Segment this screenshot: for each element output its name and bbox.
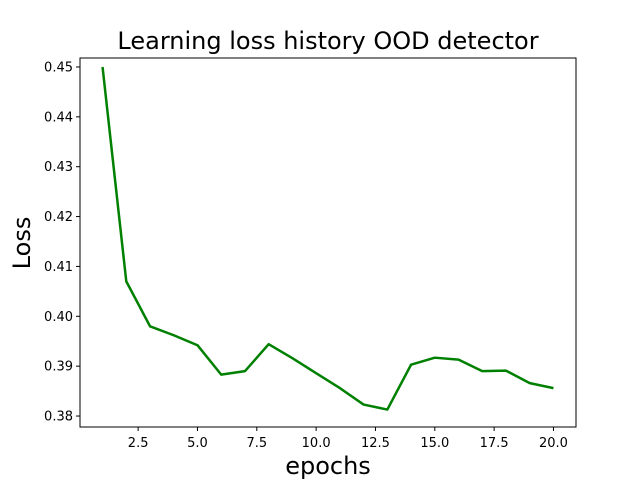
y-tick-label: 0.45 (44, 60, 73, 75)
y-axis-ticks: 0.38 0.39 0.40 0.41 0.42 0.43 0.44 0.45 (44, 60, 80, 425)
y-tick-label: 0.40 (44, 310, 73, 325)
x-tick-label: 2.5 (128, 436, 149, 451)
y-tick-label: 0.39 (44, 360, 73, 375)
y-axis-label: Loss (8, 217, 36, 270)
x-axis-ticks: 2.5 5.0 7.5 10.0 12.5 15.0 17.5 20.0 (128, 427, 568, 451)
chart-title: Learning loss history OOD detector (117, 27, 538, 55)
x-tick-label: 17.5 (480, 436, 509, 451)
plot-area-frame (79, 57, 577, 428)
x-tick-label: 20.0 (539, 436, 568, 451)
x-tick-label: 5.0 (187, 436, 208, 451)
x-axis-label: epochs (285, 452, 371, 480)
series-layer (101, 66, 554, 411)
loss-series-line (101, 66, 554, 411)
y-tick-label: 0.42 (44, 210, 73, 225)
x-tick-label: 7.5 (246, 436, 267, 451)
x-tick-label: 10.0 (302, 436, 331, 451)
y-tick-label: 0.41 (44, 260, 73, 275)
y-tick-label: 0.43 (44, 160, 73, 175)
x-tick-label: 12.5 (361, 436, 390, 451)
x-tick-label: 15.0 (420, 436, 449, 451)
y-tick-label: 0.38 (44, 410, 73, 425)
y-tick-label: 0.44 (44, 110, 73, 125)
